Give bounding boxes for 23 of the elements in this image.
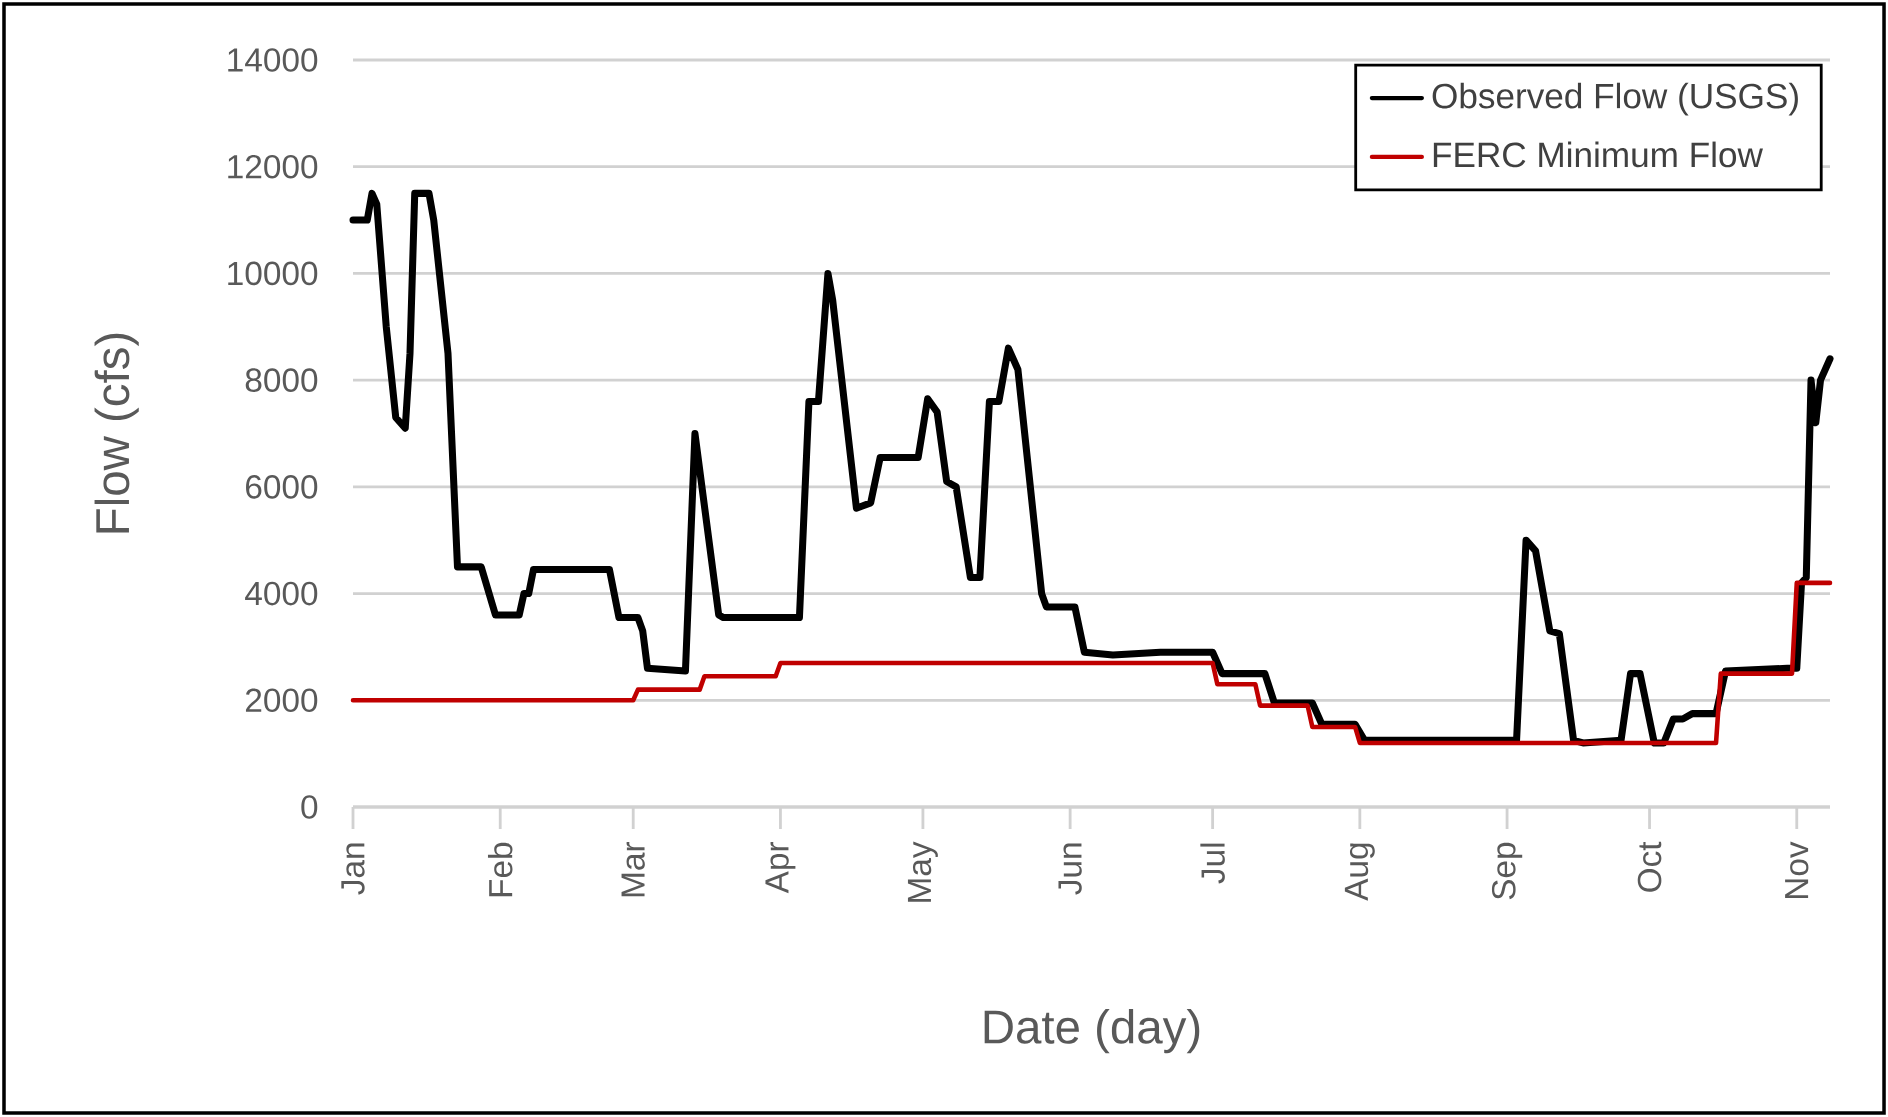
x-tick-label: Jun bbox=[1058, 843, 1082, 895]
y-tick-label: 6000 bbox=[246, 475, 318, 499]
y-tick-label: 12000 bbox=[228, 154, 318, 179]
legend-label: FERC Minimum Flow bbox=[1433, 141, 1763, 168]
x-tick-label: Jul bbox=[1200, 843, 1225, 884]
x-tick-label: May bbox=[907, 841, 938, 902]
y-axis-title: Flow (cfs) bbox=[94, 333, 139, 533]
x-tick-label: Oct bbox=[1637, 841, 1662, 892]
x-tick-label: Sep bbox=[1491, 842, 1523, 900]
x-axis-title: Date (day) bbox=[984, 1008, 1200, 1054]
x-tick-label: Apr bbox=[765, 841, 796, 894]
y-tick-label: 8000 bbox=[245, 368, 318, 392]
y-tick-label: 10000 bbox=[228, 261, 318, 286]
y-tick-label: 0 bbox=[301, 795, 318, 819]
legend-label: Observed Flow (USGS) bbox=[1432, 82, 1798, 116]
x-tick-label: Mar bbox=[621, 841, 645, 897]
y-tick-label: 4000 bbox=[245, 581, 318, 606]
x-tick-label: Jan bbox=[341, 843, 365, 895]
x-tick-label: Feb bbox=[487, 842, 513, 897]
y-tick-label: 2000 bbox=[245, 688, 318, 713]
y-tick-label: 14000 bbox=[228, 48, 318, 72]
x-tick-label: Nov bbox=[1785, 841, 1809, 899]
x-tick-label: Aug bbox=[1344, 843, 1375, 901]
